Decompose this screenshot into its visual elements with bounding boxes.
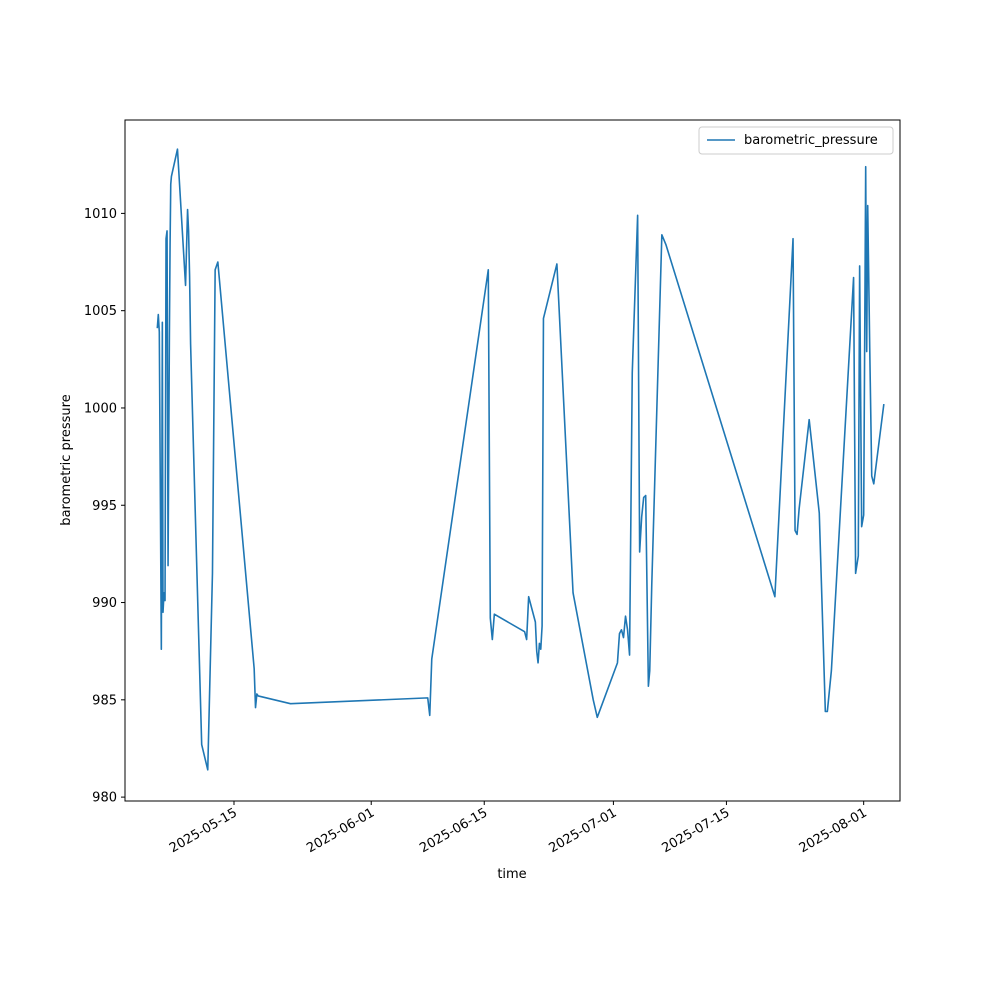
x-axis-label: time [497,867,526,882]
legend: barometric_pressure [698,126,894,155]
legend-label: barometric_pressure [744,133,878,148]
y-tick-label: 1010 [84,207,117,222]
x-tick-label: 2025-06-15 [417,805,490,856]
y-tick-label: 1005 [84,304,117,319]
y-axis-ticks: 980 985 990 995 1000 1005 1010 [84,207,125,806]
y-tick-label: 980 [92,791,117,806]
y-tick-label: 995 [92,499,117,514]
y-axis-label: barometric pressure [59,394,74,525]
legend-box [698,126,894,155]
x-axis-ticks: 2025-05-15 2025-06-01 2025-06-15 2025-07-01… [167,801,870,856]
x-tick-label: 2025-06-01 [304,805,377,856]
x-tick-label: 2025-05-15 [167,805,240,856]
y-tick-label: 1000 [84,401,117,416]
series-line-barometric-pressure [156,148,885,771]
plot-frame [124,119,901,802]
x-tick-label: 2025-07-15 [659,805,732,856]
x-tick-label: 2025-08-01 [797,805,870,856]
plot-area [125,120,900,801]
y-tick-label: 990 [92,596,117,611]
x-tick-label: 2025-07-01 [546,805,619,856]
y-tick-label: 985 [92,693,117,708]
